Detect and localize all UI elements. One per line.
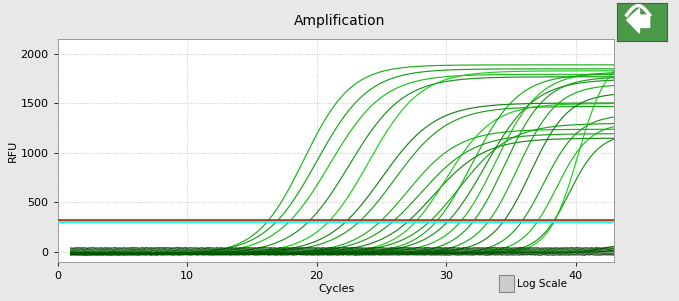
Polygon shape xyxy=(627,9,650,33)
Y-axis label: RFU: RFU xyxy=(7,139,18,162)
Text: Amplification: Amplification xyxy=(294,14,385,28)
Text: Log Scale: Log Scale xyxy=(517,279,567,289)
X-axis label: Cycles: Cycles xyxy=(318,284,354,294)
